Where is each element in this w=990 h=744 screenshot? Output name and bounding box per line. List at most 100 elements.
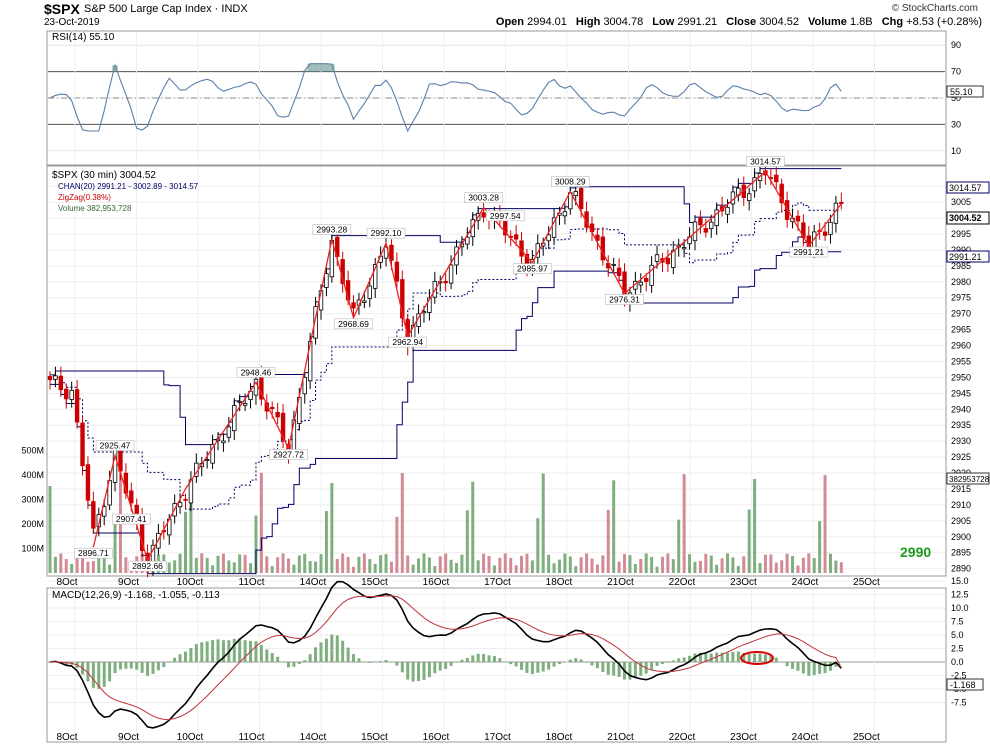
macd-tick-label: 2.5 — [951, 644, 964, 654]
macd-histogram-bar — [270, 653, 274, 662]
macd-tick-label: -2.5 — [951, 671, 967, 681]
volume-bar — [682, 474, 686, 573]
volume-bar — [75, 555, 79, 573]
volume-bar — [417, 558, 421, 573]
pivot-label: 2991.21 — [793, 247, 824, 257]
macd-histogram-bar — [400, 662, 404, 673]
macd-histogram-bar — [471, 655, 475, 662]
rsi-overbought-fill — [329, 64, 335, 72]
pivot-label: 2976.31 — [609, 295, 640, 305]
macd-histogram-bar — [785, 662, 789, 667]
price-tick-label: 2975 — [951, 293, 971, 303]
volume-tick-label: 400M — [21, 470, 44, 480]
price-tick-label: 2900 — [951, 532, 971, 542]
macd-histogram-bar — [379, 661, 383, 662]
volume-bar — [48, 486, 52, 573]
volume-bar — [623, 554, 627, 573]
volume-tick-label: 200M — [21, 519, 44, 529]
macd-histogram-bar — [617, 662, 621, 677]
macd-histogram-bar — [384, 660, 388, 662]
macd-histogram-bar — [547, 662, 551, 670]
candle-body — [275, 411, 280, 418]
macd-histogram-bar — [389, 661, 393, 663]
macd-histogram-bar — [568, 659, 572, 662]
price-tick-label: 2930 — [951, 436, 971, 446]
volume-bar — [324, 511, 328, 573]
pivot-label-box — [746, 156, 785, 167]
volume-bar — [124, 557, 128, 573]
x-tick-label: 25Oct — [853, 577, 880, 588]
volume-bar — [677, 519, 681, 573]
volume-bar — [801, 557, 805, 573]
candle-body — [74, 389, 80, 423]
macd-tick-label: 10.0 — [951, 603, 969, 613]
volume-bar — [579, 557, 583, 573]
rsi-legend: RSI(14) 55.10 — [52, 32, 115, 43]
svg-text:55.10: 55.10 — [950, 87, 973, 97]
candle-body — [709, 221, 714, 230]
candle-body — [573, 191, 578, 197]
volume-bar — [476, 560, 480, 573]
svg-text:3014.57: 3014.57 — [949, 183, 982, 193]
macd-histogram-bar — [341, 640, 345, 662]
volume-bar — [834, 560, 838, 573]
macd-histogram-bar — [682, 657, 686, 662]
volume-bar — [335, 559, 339, 573]
macd-histogram-bar — [357, 658, 361, 662]
candle-body — [85, 464, 91, 501]
macd-histogram-bar — [189, 647, 193, 662]
macd-histogram-bar — [801, 662, 805, 674]
candle-body — [822, 231, 828, 236]
macd-histogram-bar — [135, 662, 139, 670]
macd-panel — [46, 587, 947, 743]
volume-bar — [400, 473, 404, 573]
volume-bar — [769, 554, 773, 573]
macd-legend: MACD(12,26,9) -1.168, -1.055, -0.113 — [52, 590, 220, 601]
macd-histogram-bar — [395, 662, 399, 666]
pivot-label-box — [95, 440, 135, 451]
candle-body — [448, 264, 454, 284]
volume-bar — [753, 478, 757, 573]
macd-histogram-bar — [585, 662, 589, 663]
candle-body — [665, 257, 671, 265]
volume-bar — [330, 483, 334, 573]
macd-histogram-bar — [314, 647, 318, 662]
volume-bar — [276, 557, 280, 573]
macd-histogram-bar — [628, 662, 632, 680]
channel-lower-line — [50, 236, 842, 575]
macd-histogram-bar — [726, 652, 729, 662]
volume-bar — [590, 558, 594, 573]
volume-bar — [471, 481, 475, 573]
candle-body — [394, 261, 400, 282]
macd-last-box: -1.168 — [946, 678, 984, 691]
macd-histogram-bar — [655, 662, 659, 666]
candle-body — [611, 264, 616, 266]
x-tick-label: 18Oct — [546, 732, 573, 743]
volume-bar — [585, 553, 589, 573]
candle-body — [237, 401, 242, 403]
pivot-label-box — [312, 224, 352, 235]
macd-histogram-bar — [444, 662, 448, 669]
svg-text:2991.21: 2991.21 — [949, 252, 982, 262]
macd-histogram-bar — [162, 662, 166, 667]
candle-body — [562, 211, 568, 217]
volume-bar — [357, 556, 361, 573]
channel-middle-line — [50, 202, 842, 510]
rsi-overbought-fill — [307, 63, 313, 72]
macd-histogram-bar — [503, 661, 507, 663]
pivot-label: 2892.66 — [132, 561, 163, 571]
macd-crossover-annotation — [740, 651, 774, 665]
macd-histogram-bar — [221, 640, 225, 662]
volume-bar — [818, 521, 822, 573]
channel-legend: CHAN(20) 2991.21 - 3002.89 - 3014.57 — [58, 182, 199, 191]
volume-bar — [671, 559, 675, 573]
svg-text:3004.52: 3004.52 — [949, 213, 982, 223]
volume-bar — [102, 555, 106, 573]
macd-histogram-bar — [243, 640, 247, 662]
volume-bar — [568, 556, 572, 573]
symbol: $SPX — [44, 1, 80, 17]
price-tick-label: 2950 — [951, 372, 971, 382]
pivot-label: 2925.47 — [100, 441, 131, 451]
pivot-label: 2968.69 — [338, 319, 369, 329]
pivot-label-box — [112, 513, 151, 525]
